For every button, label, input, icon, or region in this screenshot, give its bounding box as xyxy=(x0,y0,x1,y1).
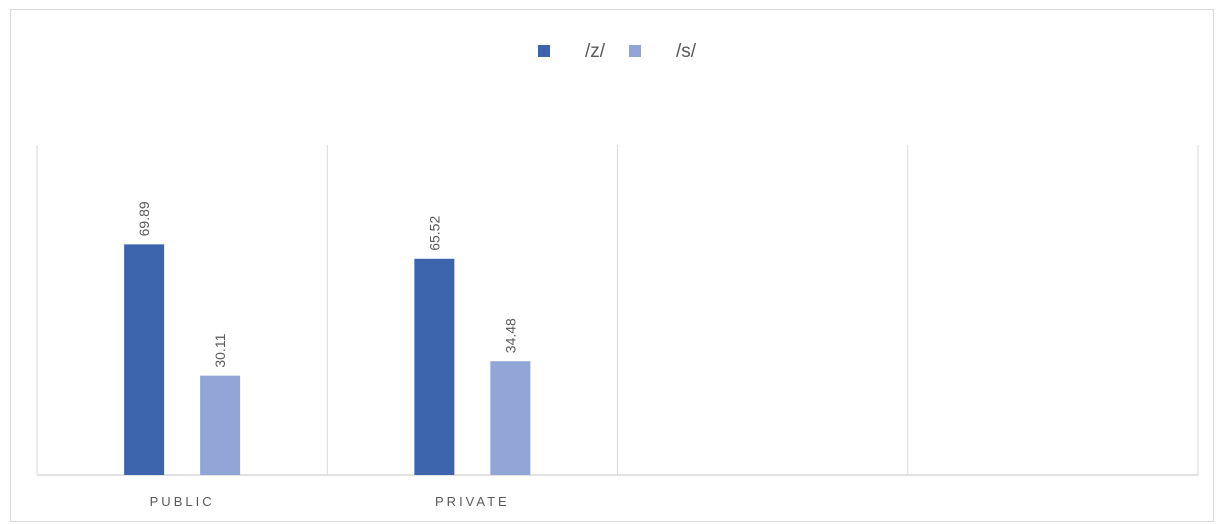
legend: /z/ /s/ xyxy=(538,41,697,62)
data-label: 30.11 xyxy=(212,333,228,367)
data-labels: 69.89 65.52 30.11 34.48 xyxy=(136,201,518,368)
legend-label: /s/ xyxy=(676,41,697,62)
data-label: 65.52 xyxy=(426,216,442,251)
x-tick-label: PRIVATE xyxy=(435,494,510,509)
bar xyxy=(200,375,241,475)
gridlines xyxy=(36,145,1199,475)
legend-label: /z/ xyxy=(585,41,606,62)
x-tick-labels: PUBLIC PRIVATE xyxy=(150,494,510,509)
bar xyxy=(490,361,531,475)
data-label: 69.89 xyxy=(136,201,152,236)
x-tick-label: PUBLIC xyxy=(150,494,215,509)
bar xyxy=(414,258,455,475)
legend-swatch xyxy=(629,45,641,57)
legend-swatch xyxy=(538,45,550,57)
data-label: 34.48 xyxy=(502,318,518,353)
bars xyxy=(124,244,531,475)
bar xyxy=(124,244,165,475)
